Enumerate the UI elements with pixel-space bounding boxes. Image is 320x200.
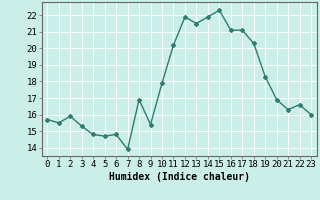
X-axis label: Humidex (Indice chaleur): Humidex (Indice chaleur) [109, 172, 250, 182]
